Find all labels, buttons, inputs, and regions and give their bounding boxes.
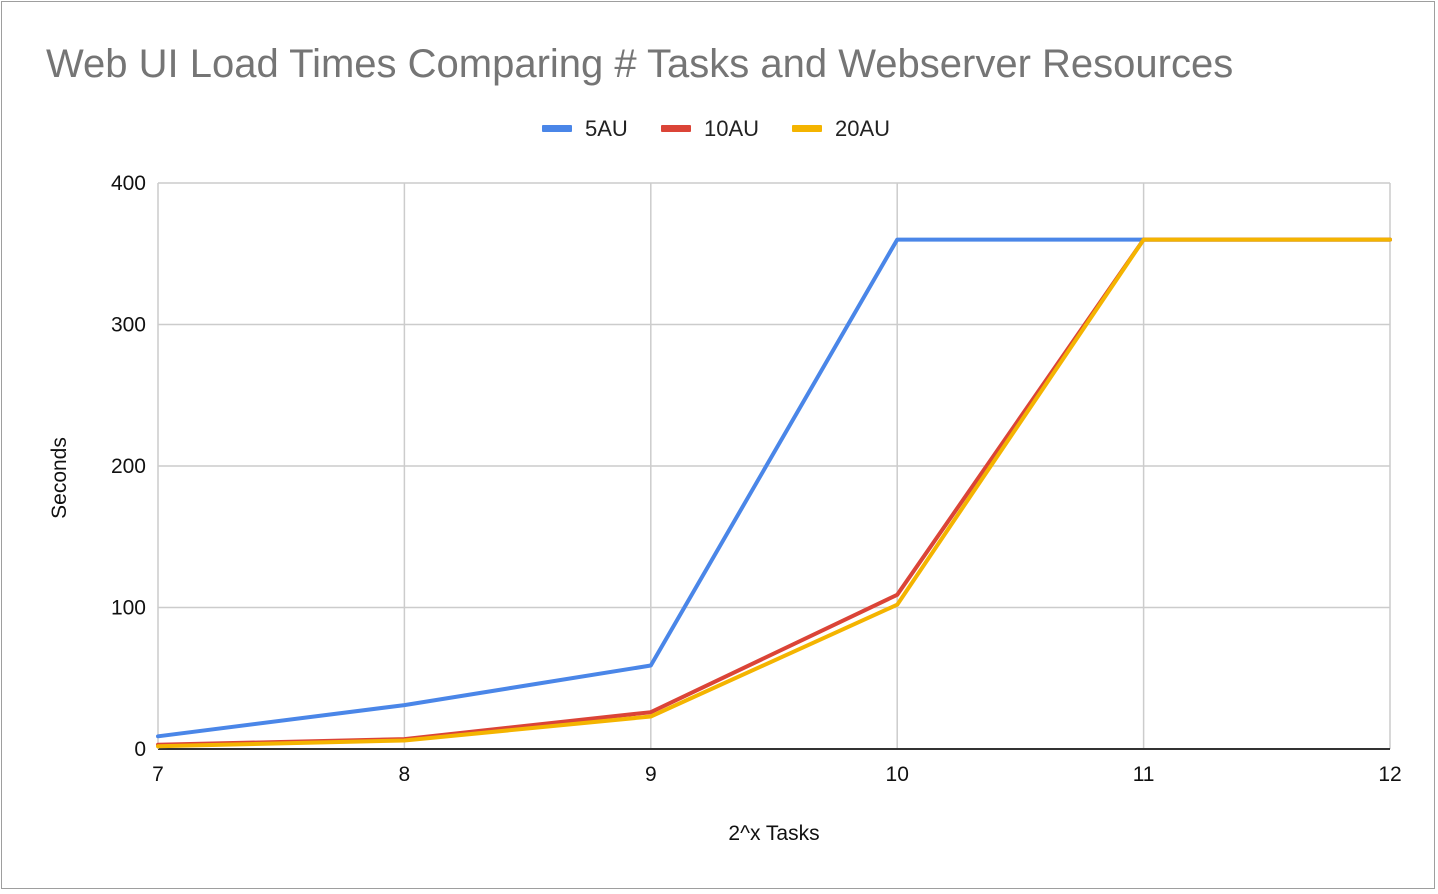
y-tick-label: 300 bbox=[111, 314, 146, 337]
series-line-10au bbox=[156, 237, 1392, 747]
y-tick-label: 400 bbox=[111, 172, 146, 195]
y-tick-label: 100 bbox=[111, 597, 146, 620]
y-axis-title: Seconds bbox=[48, 437, 71, 519]
legend-swatch-10au bbox=[661, 125, 691, 132]
tick-labels: 0 100 200 300 400 7 8 9 10 11 12 bbox=[111, 172, 1402, 786]
x-tick-label: 9 bbox=[645, 763, 657, 786]
x-tick-label: 10 bbox=[886, 763, 909, 786]
grid-lines bbox=[158, 182, 1391, 749]
legend-swatch-20au bbox=[792, 125, 822, 132]
series-lines bbox=[156, 237, 1392, 749]
legend-label-20au: 20AU bbox=[835, 116, 891, 141]
x-tick-label: 8 bbox=[399, 763, 411, 786]
legend-label-10au: 10AU bbox=[704, 116, 760, 141]
x-axis-title: 2^x Tasks bbox=[728, 822, 819, 845]
axes bbox=[157, 183, 1390, 750]
y-tick-label: 200 bbox=[111, 455, 146, 478]
y-tick-label: 0 bbox=[134, 738, 146, 761]
legend-label-5au: 5AU bbox=[585, 116, 628, 141]
chart-legend: 5AU 10AU 20AU bbox=[0, 116, 1438, 142]
chart-title: Web UI Load Times Comparing # Tasks and … bbox=[46, 42, 1234, 86]
x-tick-label: 12 bbox=[1378, 763, 1401, 786]
x-tick-label: 11 bbox=[1133, 763, 1155, 786]
legend-swatch-5au bbox=[542, 125, 572, 132]
x-tick-label: 7 bbox=[152, 763, 164, 786]
series-line-20au bbox=[156, 237, 1392, 749]
